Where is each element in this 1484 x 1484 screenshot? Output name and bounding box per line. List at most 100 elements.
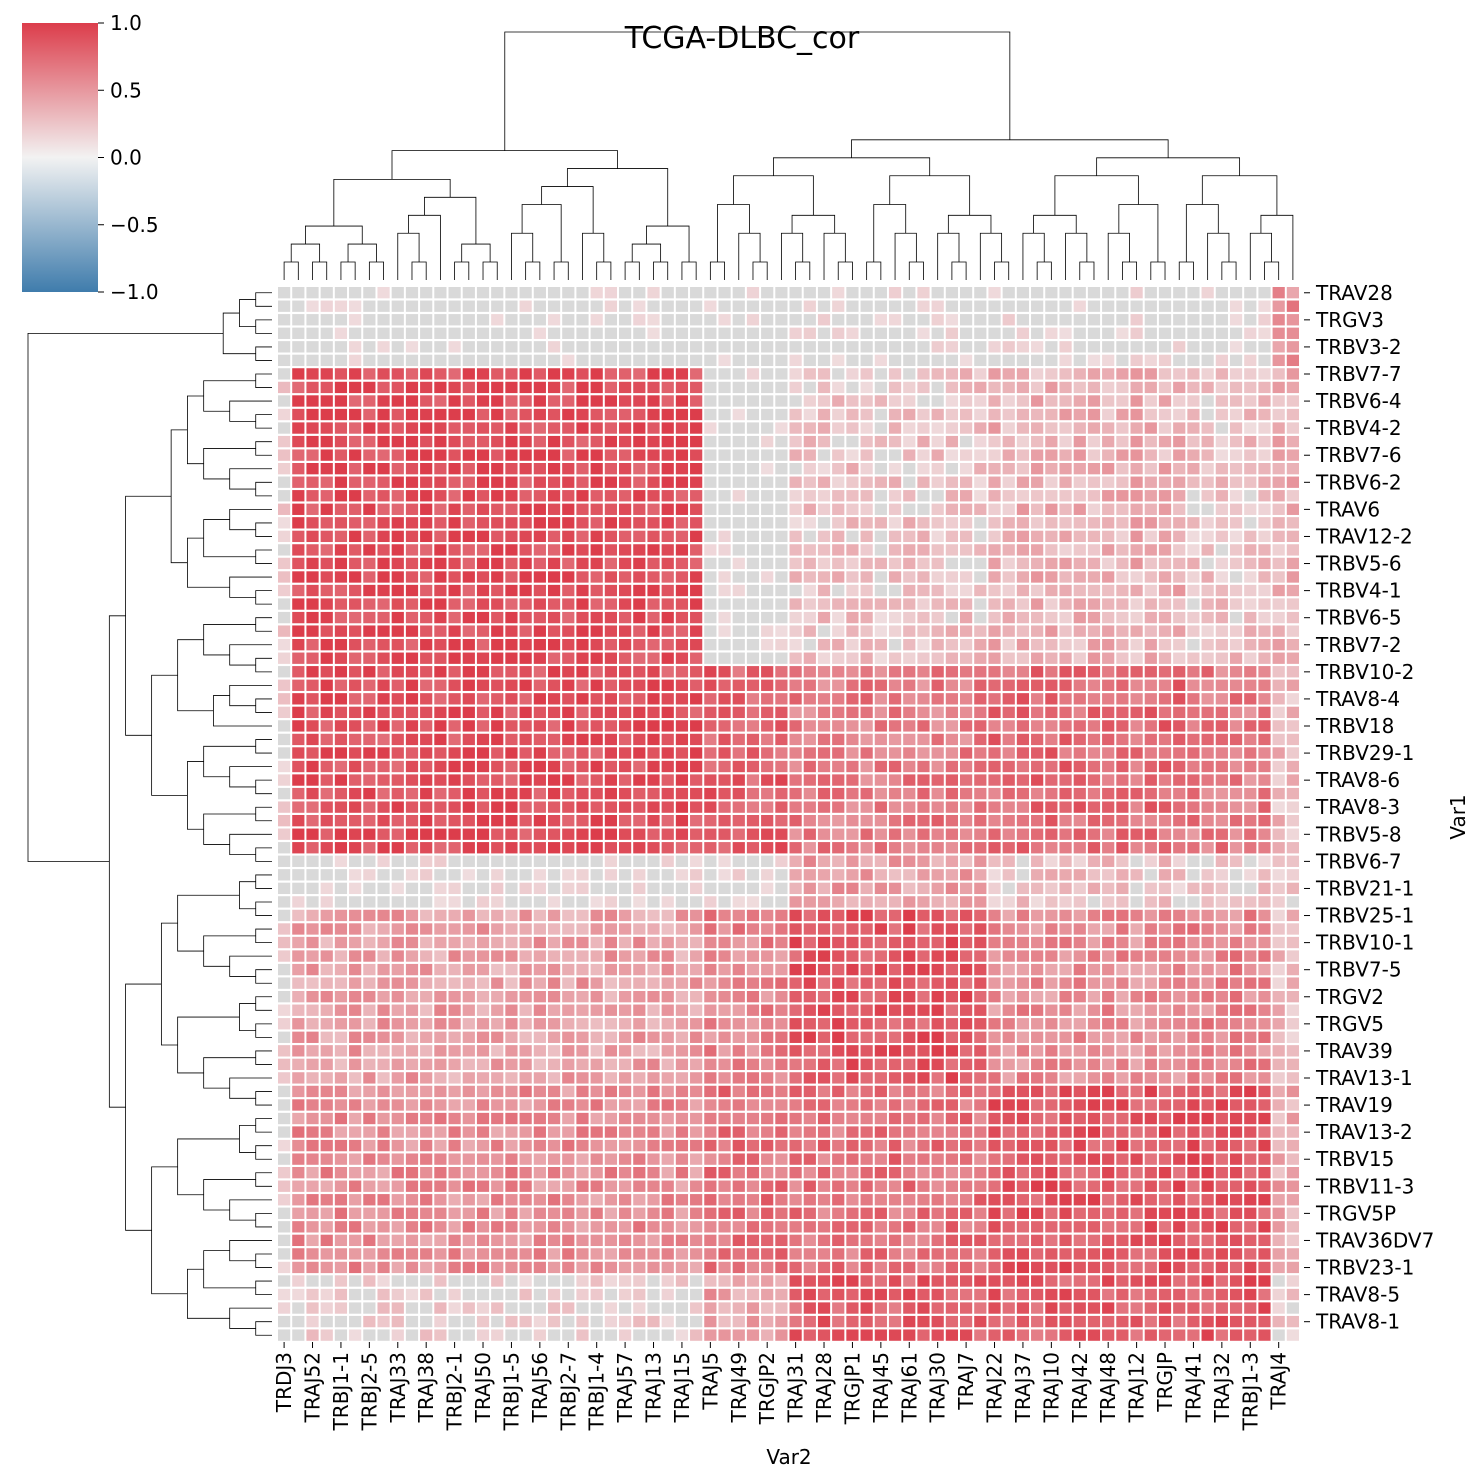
heatmap-cell <box>334 639 348 651</box>
heatmap-cell <box>604 936 617 949</box>
heatmap-cell <box>817 354 831 367</box>
heatmap-cell <box>1144 896 1157 908</box>
heatmap-cell <box>590 449 603 461</box>
heatmap-cell <box>945 571 958 583</box>
heatmap-cell <box>1215 733 1228 746</box>
heatmap-cell <box>675 747 689 759</box>
heatmap-cell <box>278 950 291 962</box>
heatmap-cell <box>704 1072 717 1084</box>
heatmap-cell <box>931 787 944 800</box>
heatmap-cell <box>405 693 419 705</box>
heatmap-cell <box>547 1072 561 1084</box>
heatmap-cell <box>363 530 376 543</box>
heatmap-cell <box>974 666 987 678</box>
heatmap-cell <box>647 1153 660 1165</box>
heatmap-cell <box>278 936 291 949</box>
heatmap-cell <box>1173 341 1186 353</box>
heatmap-cell <box>547 1085 561 1098</box>
heatmap-cell <box>704 584 717 597</box>
heatmap-cell <box>903 449 916 461</box>
dendrogram-link <box>229 644 272 666</box>
heatmap-cell <box>505 503 518 515</box>
heatmap-cell <box>1144 1018 1157 1030</box>
heatmap-cell <box>1116 747 1129 759</box>
heatmap-cell <box>888 1072 902 1084</box>
heatmap-cell <box>1272 923 1285 935</box>
heatmap-cell <box>846 733 859 746</box>
heatmap-cell <box>576 476 589 488</box>
heatmap-cell <box>789 706 802 719</box>
dendrogram-link <box>408 214 441 280</box>
dendrogram-link <box>889 175 971 216</box>
heatmap-cell <box>278 354 291 367</box>
heatmap-cell <box>619 1099 632 1111</box>
heatmap-cell <box>476 490 490 502</box>
heatmap-cell <box>334 842 348 854</box>
heatmap-cell <box>1045 855 1058 867</box>
heatmap-cell <box>519 1153 532 1165</box>
heatmap-cell <box>349 490 362 502</box>
heatmap-cell <box>647 584 660 597</box>
heatmap-cell <box>306 408 319 421</box>
heatmap-cell <box>1173 666 1186 678</box>
heatmap-cell <box>1158 963 1172 976</box>
heatmap-cell <box>1173 1058 1186 1071</box>
heatmap-cell <box>675 463 689 475</box>
heatmap-cell <box>590 882 603 895</box>
heatmap-cell <box>647 882 660 895</box>
heatmap-cell <box>775 1072 788 1084</box>
heatmap-cell <box>974 1180 987 1192</box>
heatmap-cell <box>1286 1045 1299 1057</box>
heatmap-cell <box>874 1031 887 1043</box>
heatmap-cell <box>1031 557 1044 570</box>
heatmap-cell <box>1016 611 1030 624</box>
heatmap-cell <box>590 327 603 339</box>
heatmap-cell <box>1059 287 1072 299</box>
heatmap-cell <box>1045 503 1058 515</box>
heatmap-cell <box>604 950 617 962</box>
heatmap-cell <box>1031 381 1044 394</box>
heatmap-cell <box>405 476 419 488</box>
heatmap-cell <box>405 733 419 746</box>
heatmap-cell <box>1258 774 1271 786</box>
heatmap-cell <box>1031 693 1044 705</box>
heatmap-cell <box>363 300 376 312</box>
heatmap-cell <box>1073 584 1086 597</box>
heatmap-cell <box>1059 503 1072 515</box>
heatmap-cell <box>732 530 745 543</box>
heatmap-cell <box>1045 611 1058 624</box>
heatmap-cell <box>320 991 333 1003</box>
heatmap-cell <box>1272 747 1285 759</box>
heatmap-cell <box>960 449 973 461</box>
heatmap-cell <box>533 828 546 840</box>
heatmap-cell <box>803 1018 816 1030</box>
heatmap-cell <box>547 639 561 651</box>
heatmap-cell <box>306 1139 319 1152</box>
heatmap-cell <box>405 449 419 461</box>
heatmap-cell <box>633 1031 646 1043</box>
heatmap-cell <box>306 1018 319 1030</box>
heatmap-cell <box>292 787 305 800</box>
heatmap-cell <box>803 625 816 637</box>
heatmap-cell <box>888 923 902 935</box>
heatmap-cell <box>974 571 987 583</box>
heatmap-cell <box>363 557 376 570</box>
heatmap-cell <box>292 381 305 394</box>
heatmap-cell <box>945 300 958 312</box>
heatmap-cell <box>761 720 774 732</box>
heatmap-cell <box>1201 557 1214 570</box>
heatmap-cell <box>675 1099 689 1111</box>
heatmap-cell <box>832 1126 845 1138</box>
heatmap-cell <box>604 652 617 664</box>
heatmap-cell <box>334 1099 348 1111</box>
heatmap-cell <box>505 598 518 610</box>
heatmap-cell <box>1102 760 1115 773</box>
heatmap-cell <box>476 923 490 935</box>
heatmap-cell <box>334 341 348 353</box>
heatmap-cell <box>576 1099 589 1111</box>
heatmap-cell <box>960 1085 973 1098</box>
heatmap-cell <box>519 679 532 691</box>
heatmap-cell <box>988 923 1001 935</box>
heatmap-cell <box>1272 1153 1285 1165</box>
heatmap-cell <box>363 923 376 935</box>
